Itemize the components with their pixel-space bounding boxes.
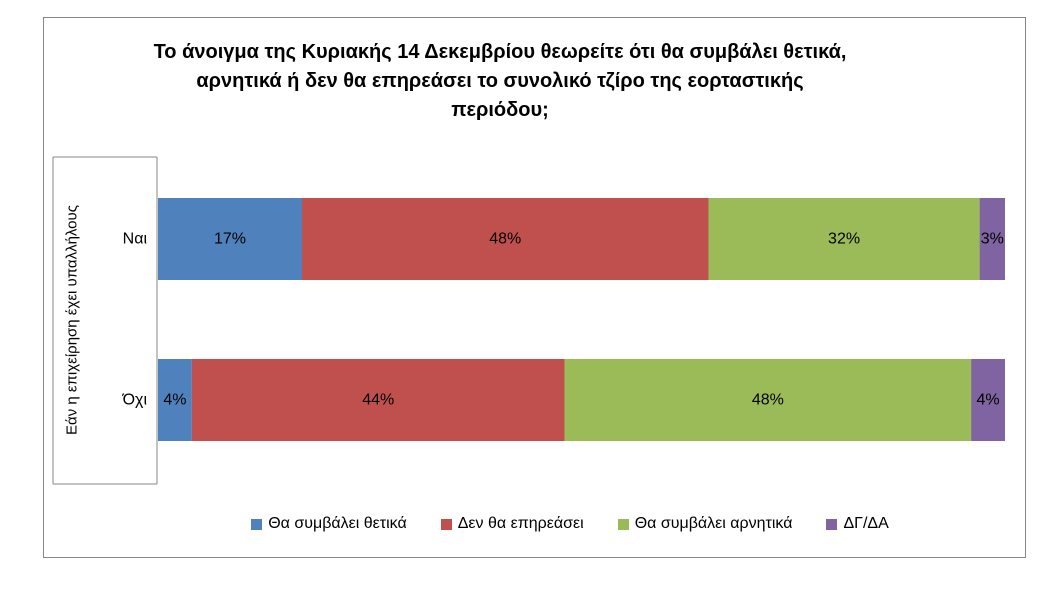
legend-label: Θα συμβάλει αρνητικά	[634, 515, 793, 532]
bar-value-label: 4%	[976, 392, 999, 409]
bar-value-label: 44%	[362, 392, 394, 409]
legend-swatch	[440, 518, 452, 530]
bar-segment	[158, 198, 302, 280]
chart-frame	[43, 17, 1026, 558]
bar-segment	[971, 359, 1005, 441]
bar-segment	[564, 359, 972, 441]
bar-segment	[191, 359, 565, 441]
category-label: Όχι	[122, 392, 148, 409]
bar-segment	[979, 198, 1005, 280]
bar-value-label: 17%	[214, 231, 246, 248]
bar-segment	[708, 198, 980, 280]
y-axis-title: Εάν η επιχείρηση έχει υπαλλήλους	[64, 205, 81, 435]
category-label: Ναι	[123, 231, 148, 248]
legend-label: ΔΓ/ΔΑ	[843, 515, 889, 532]
legend: Θα συμβάλει θετικά Δεν θα επηρεάσει Θα συμ…	[150, 515, 990, 533]
bar-segment	[301, 198, 709, 280]
legend-label: Θα συμβάλει θετικά	[268, 515, 407, 532]
bar-value-label: 32%	[828, 231, 860, 248]
chart-title: Το άνοιγμα της Κυριακής 14 Δεκεμβρίου θε…	[153, 41, 847, 121]
bar-segment	[158, 359, 192, 441]
legend-item: Δεν θα επηρεάσει	[440, 515, 584, 533]
bar-value-label: 3%	[981, 231, 1004, 248]
legend-swatch	[826, 518, 838, 530]
legend-item: ΔΓ/ΔΑ	[826, 515, 889, 533]
bar-value-label: 4%	[163, 392, 186, 409]
legend-swatch	[617, 518, 629, 530]
legend-label: Δεν θα επηρεάσει	[457, 515, 584, 532]
bars-group: Ναι 17% 48% 32% 3% Όχι 4% 44% 48% 4%	[122, 198, 1005, 441]
legend-item: Θα συμβάλει θετικά	[251, 515, 407, 533]
bar-value-label: 48%	[752, 392, 784, 409]
legend-item: Θα συμβάλει αρνητικά	[617, 515, 793, 533]
legend-swatch	[251, 518, 263, 530]
bar-value-label: 48%	[489, 231, 521, 248]
